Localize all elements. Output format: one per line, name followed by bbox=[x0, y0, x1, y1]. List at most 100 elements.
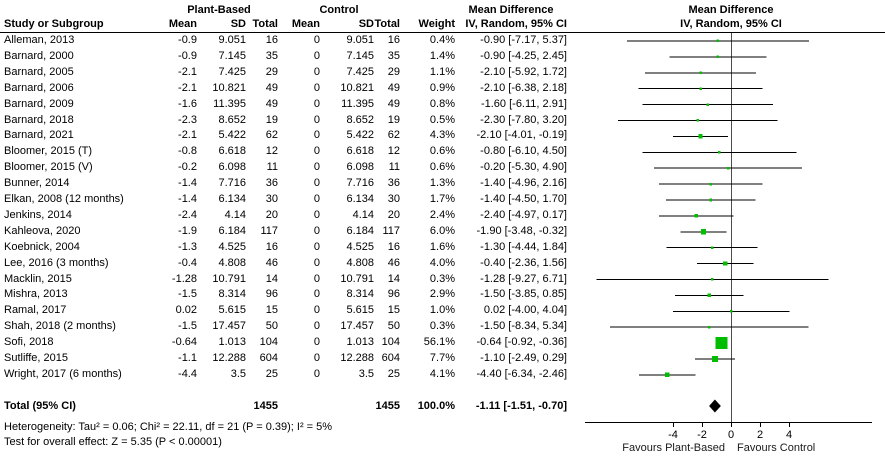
cell-sd1: 6.618 bbox=[218, 145, 246, 158]
cell-study: Bunner, 2014 bbox=[4, 177, 70, 190]
cell-total1: 62 bbox=[265, 129, 278, 142]
cell-sd2: 12.288 bbox=[340, 352, 374, 364]
cell-total1: 19 bbox=[265, 113, 278, 126]
study-row: Sutliffe, 2015 -1.1 12.288 604 0 12.288 604 7.7… bbox=[0, 351, 567, 367]
study-row: Mishra, 2013 -1.5 8.314 96 0 8.314 96 2.9% -1.50… bbox=[0, 287, 567, 303]
cell-total2: 30 bbox=[387, 193, 400, 205]
cell-sd2: 6.184 bbox=[346, 224, 374, 237]
cell-total1: 25 bbox=[265, 367, 278, 380]
cell-total2: 96 bbox=[387, 288, 400, 301]
cell-ci_text: -0.90 [-4.25, 2.45] bbox=[480, 49, 567, 62]
cell-mean1: -4.4 bbox=[178, 367, 197, 380]
cell-sd1: 12.288 bbox=[212, 352, 246, 364]
cell-mean1: -1.3 bbox=[178, 240, 197, 253]
cell-total2: 104 bbox=[381, 336, 400, 349]
cell-study: Macklin, 2015 bbox=[4, 272, 72, 285]
cell-weight: 1.1% bbox=[429, 65, 455, 78]
col-header-study: Study or Subgroup bbox=[4, 18, 104, 30]
cell-total1: 49 bbox=[265, 97, 278, 110]
cell-study: Barnard, 2009 bbox=[4, 97, 74, 110]
point-estimate-marker bbox=[726, 166, 730, 170]
cell-total1: 11 bbox=[266, 161, 278, 174]
cell-sd2: 6.098 bbox=[346, 161, 374, 174]
cell-mean1: -1.5 bbox=[178, 320, 197, 333]
cell-total2: 16 bbox=[387, 240, 400, 253]
cell-ci_text: -1.28 [-9.27, 6.71] bbox=[480, 272, 567, 285]
group-header-control: Control bbox=[319, 4, 359, 16]
col-header-sd-pb: SD bbox=[230, 18, 246, 30]
cell-study: Ramal, 2017 bbox=[4, 304, 67, 317]
study-row: Lee, 2016 (3 months) -0.4 4.808 46 0 4.808 46 4… bbox=[0, 256, 567, 272]
cell-mean1: -0.8 bbox=[178, 145, 197, 158]
cell-total1: 46 bbox=[265, 256, 278, 269]
point-estimate-marker bbox=[696, 119, 699, 122]
cell-weight: 2.9% bbox=[429, 288, 455, 301]
cell-sd2: 5.615 bbox=[346, 304, 374, 317]
cell-sd2: 10.821 bbox=[340, 81, 374, 94]
cell-sd2: 4.525 bbox=[346, 240, 374, 253]
cell-sd2: 7.425 bbox=[346, 65, 374, 78]
cell-weight: 0.3% bbox=[429, 272, 455, 285]
cell-sd1: 17.457 bbox=[212, 320, 246, 333]
point-estimate-marker bbox=[709, 198, 713, 202]
cell-study: Shah, 2018 (2 months) bbox=[4, 320, 116, 333]
cell-total2: 49 bbox=[387, 97, 400, 110]
cell-sd2: 17.457 bbox=[340, 320, 374, 333]
study-row: Wright, 2017 (6 months) -4.4 3.5 25 0 3.5 25 4.… bbox=[0, 367, 567, 383]
cell-study: Wright, 2017 (6 months) bbox=[4, 367, 122, 380]
cell-mean1: -1.4 bbox=[178, 193, 197, 205]
cell-mean2: 0 bbox=[313, 288, 320, 301]
cell-mean2: 0 bbox=[313, 145, 320, 158]
cell-total2: 16 bbox=[387, 34, 400, 46]
cell-total2: 62 bbox=[387, 129, 400, 142]
study-row: Kahleova, 2020 -1.9 6.184 117 0 6.184 117 6.0% -… bbox=[0, 224, 567, 240]
cell-total2: 35 bbox=[387, 49, 400, 62]
cell-mean2: 0 bbox=[313, 240, 320, 253]
cell-total2: 12 bbox=[387, 145, 400, 158]
study-row: Koebnick, 2004 -1.3 4.525 16 0 4.525 16 1.6% -1.… bbox=[0, 240, 567, 256]
cell-sd2: 4.14 bbox=[352, 208, 374, 221]
study-row: Ramal, 2017 0.02 5.615 15 0 5.615 15 1.0% 0.02 [… bbox=[0, 303, 567, 319]
cell-sd1: 1.013 bbox=[218, 336, 246, 349]
cell-ci_text: -1.30 [-4.44, 1.84] bbox=[480, 240, 567, 253]
cell-ci_text: -1.40 [-4.96, 2.16] bbox=[480, 177, 567, 190]
point-estimate-marker bbox=[710, 246, 714, 249]
point-estimate-marker bbox=[730, 310, 733, 313]
cell-weight: 0.5% bbox=[429, 113, 455, 126]
point-estimate-marker bbox=[708, 325, 711, 329]
study-row: Shah, 2018 (2 months) -1.5 17.457 50 0 17.457… bbox=[0, 319, 567, 335]
header-divider-line bbox=[0, 32, 885, 33]
cell-study: Sutliffe, 2015 bbox=[4, 352, 69, 364]
study-row: Bunner, 2014 -1.4 7.716 36 0 7.716 36 1.3% -1.40… bbox=[0, 176, 567, 192]
point-estimate-marker bbox=[723, 261, 728, 266]
cell-mean2: 0 bbox=[313, 65, 320, 78]
col-header-total-pb: Total bbox=[252, 18, 278, 30]
cell-sd1: 4.525 bbox=[218, 240, 246, 253]
point-estimate-marker bbox=[716, 55, 720, 59]
cell-total2: 49 bbox=[387, 81, 400, 94]
cell-weight: 1.6% bbox=[429, 240, 455, 253]
cell-sd1: 8.652 bbox=[218, 113, 246, 126]
cell-mean1: -2.1 bbox=[178, 65, 197, 78]
study-row: Barnard, 2000 -0.9 7.145 35 0 7.145 35 1.4% -0.9… bbox=[0, 49, 567, 65]
cell-study: Bloomer, 2015 (V) bbox=[4, 161, 93, 174]
point-estimate-marker bbox=[711, 278, 714, 281]
cell-study: Kahleova, 2020 bbox=[4, 224, 81, 237]
cell-sd1: 6.184 bbox=[218, 224, 246, 237]
mean-difference-column-title: Mean Difference bbox=[468, 4, 554, 16]
cell-mean1: -0.2 bbox=[178, 161, 197, 174]
study-row: Barnard, 2009 -1.6 11.395 49 0 11.395 49 0.8% -1… bbox=[0, 97, 567, 113]
cell-study: Barnard, 2006 bbox=[4, 81, 74, 94]
spacer bbox=[197, 398, 246, 414]
axis-label-favours-plant-based: Favours Plant-Based bbox=[622, 442, 725, 454]
cell-total2: 15 bbox=[387, 304, 400, 317]
study-row: Bloomer, 2015 (V) -0.2 6.098 11 0 6.098 11 0.6%… bbox=[0, 160, 567, 176]
cell-total1: 16 bbox=[265, 34, 278, 46]
cell-study: Lee, 2016 (3 months) bbox=[4, 256, 109, 269]
cell-mean2: 0 bbox=[313, 81, 320, 94]
point-estimate-marker bbox=[716, 39, 720, 43]
cell-mean2: 0 bbox=[313, 129, 320, 142]
spacer bbox=[160, 398, 197, 414]
cell-mean2: 0 bbox=[313, 224, 320, 237]
